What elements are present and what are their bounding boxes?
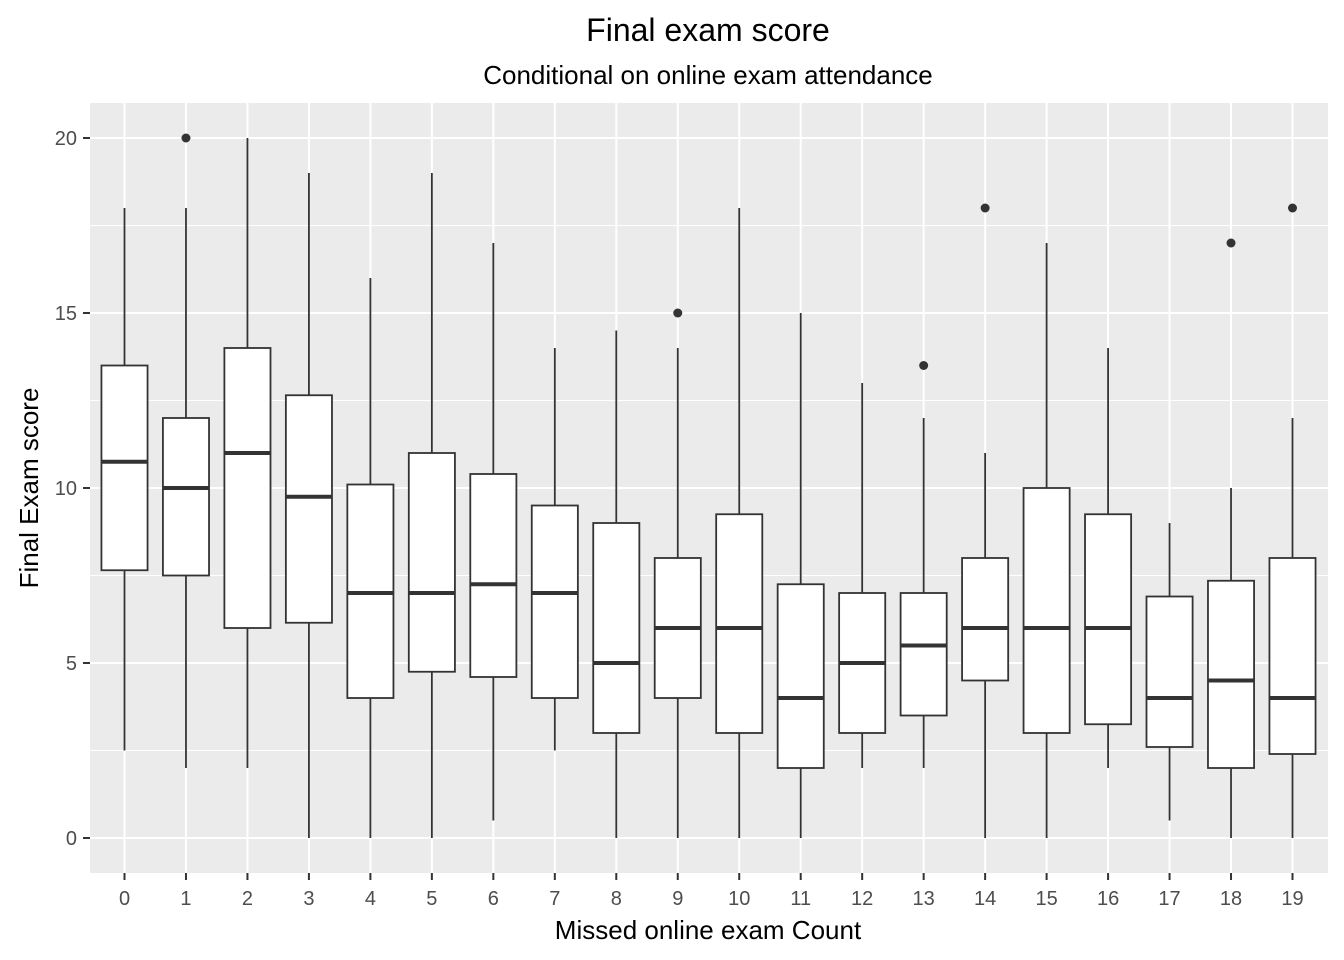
box-10 bbox=[715, 208, 764, 838]
outlier-point bbox=[919, 361, 929, 370]
outlier-point bbox=[673, 308, 683, 318]
x-tick-label: 9 bbox=[672, 888, 683, 910]
boxes bbox=[100, 133, 1317, 838]
y-axis: 0 5 10 15 20 bbox=[55, 128, 90, 850]
box-18 bbox=[1207, 238, 1255, 838]
y-tick-label: 0 bbox=[66, 828, 77, 850]
chart-title: Final exam score bbox=[586, 12, 830, 48]
x-tick-label: 17 bbox=[1158, 888, 1180, 910]
x-tick-label: 18 bbox=[1220, 888, 1242, 910]
x-tick-label: 4 bbox=[365, 888, 376, 910]
iqr-box bbox=[100, 364, 149, 572]
x-tick-label: 6 bbox=[488, 888, 499, 910]
x-tick-label: 13 bbox=[913, 888, 935, 910]
x-tick-label: 16 bbox=[1097, 888, 1119, 910]
iqr-box bbox=[284, 394, 333, 624]
outlier-point bbox=[181, 133, 191, 143]
x-tick-label: 15 bbox=[1035, 888, 1057, 910]
x-tick-label: 5 bbox=[426, 888, 437, 910]
box-2 bbox=[223, 138, 272, 768]
box-14 bbox=[961, 203, 1010, 838]
box-13 bbox=[899, 361, 948, 768]
x-tick-label: 1 bbox=[180, 888, 191, 910]
box-1 bbox=[162, 133, 210, 768]
box-11 bbox=[776, 313, 825, 838]
iqr-box bbox=[961, 557, 1010, 682]
iqr-box bbox=[592, 522, 641, 734]
x-tick-label: 3 bbox=[303, 888, 314, 910]
box-9 bbox=[653, 308, 702, 838]
x-axis-label: Missed online exam Count bbox=[555, 915, 862, 945]
x-tick-label: 8 bbox=[611, 888, 622, 910]
outlier-point bbox=[980, 203, 990, 213]
y-tick-label: 20 bbox=[55, 128, 77, 150]
iqr-box bbox=[407, 452, 456, 673]
x-tick-label: 11 bbox=[790, 888, 811, 910]
box-5 bbox=[407, 173, 456, 838]
chart-subtitle: Conditional on online exam attendance bbox=[483, 60, 933, 90]
x-tick-label: 14 bbox=[974, 888, 996, 910]
box-19 bbox=[1268, 203, 1317, 838]
x-axis: 0 1 2 3 4 5 6 7 8 9 10 11 12 13 14 15 16 17 18 19 bbox=[119, 873, 1304, 910]
outlier-point bbox=[1288, 203, 1297, 213]
iqr-box bbox=[1207, 579, 1255, 769]
iqr-box bbox=[1084, 513, 1133, 726]
y-tick-label: 5 bbox=[66, 653, 77, 675]
iqr-box bbox=[469, 473, 518, 678]
iqr-box bbox=[899, 592, 948, 717]
box-7 bbox=[530, 348, 579, 751]
y-axis-label: Final Exam score bbox=[14, 388, 44, 589]
iqr-box bbox=[223, 347, 272, 629]
iqr-box bbox=[530, 504, 579, 699]
x-tick-label: 12 bbox=[851, 888, 873, 910]
y-tick-label: 10 bbox=[55, 478, 77, 500]
iqr-box bbox=[1268, 557, 1317, 755]
iqr-box bbox=[1022, 487, 1071, 734]
box-8 bbox=[592, 330, 641, 838]
iqr-box bbox=[162, 417, 210, 577]
x-tick-label: 2 bbox=[242, 888, 253, 910]
x-tick-label: 10 bbox=[728, 888, 750, 910]
box-0 bbox=[100, 208, 149, 751]
box-15 bbox=[1022, 243, 1071, 838]
box-17 bbox=[1145, 523, 1194, 821]
x-tick-label: 19 bbox=[1281, 888, 1303, 910]
x-tick-label: 0 bbox=[119, 888, 130, 910]
outlier-point bbox=[1226, 238, 1236, 248]
box-16 bbox=[1084, 348, 1133, 768]
box-3 bbox=[284, 173, 333, 838]
x-tick-label: 7 bbox=[549, 888, 560, 910]
box-4 bbox=[346, 278, 395, 838]
iqr-box bbox=[776, 583, 825, 769]
box-6 bbox=[469, 243, 518, 821]
iqr-box bbox=[715, 513, 764, 734]
iqr-box bbox=[1145, 595, 1194, 748]
y-tick-label: 15 bbox=[55, 303, 77, 325]
box-12 bbox=[838, 383, 887, 768]
